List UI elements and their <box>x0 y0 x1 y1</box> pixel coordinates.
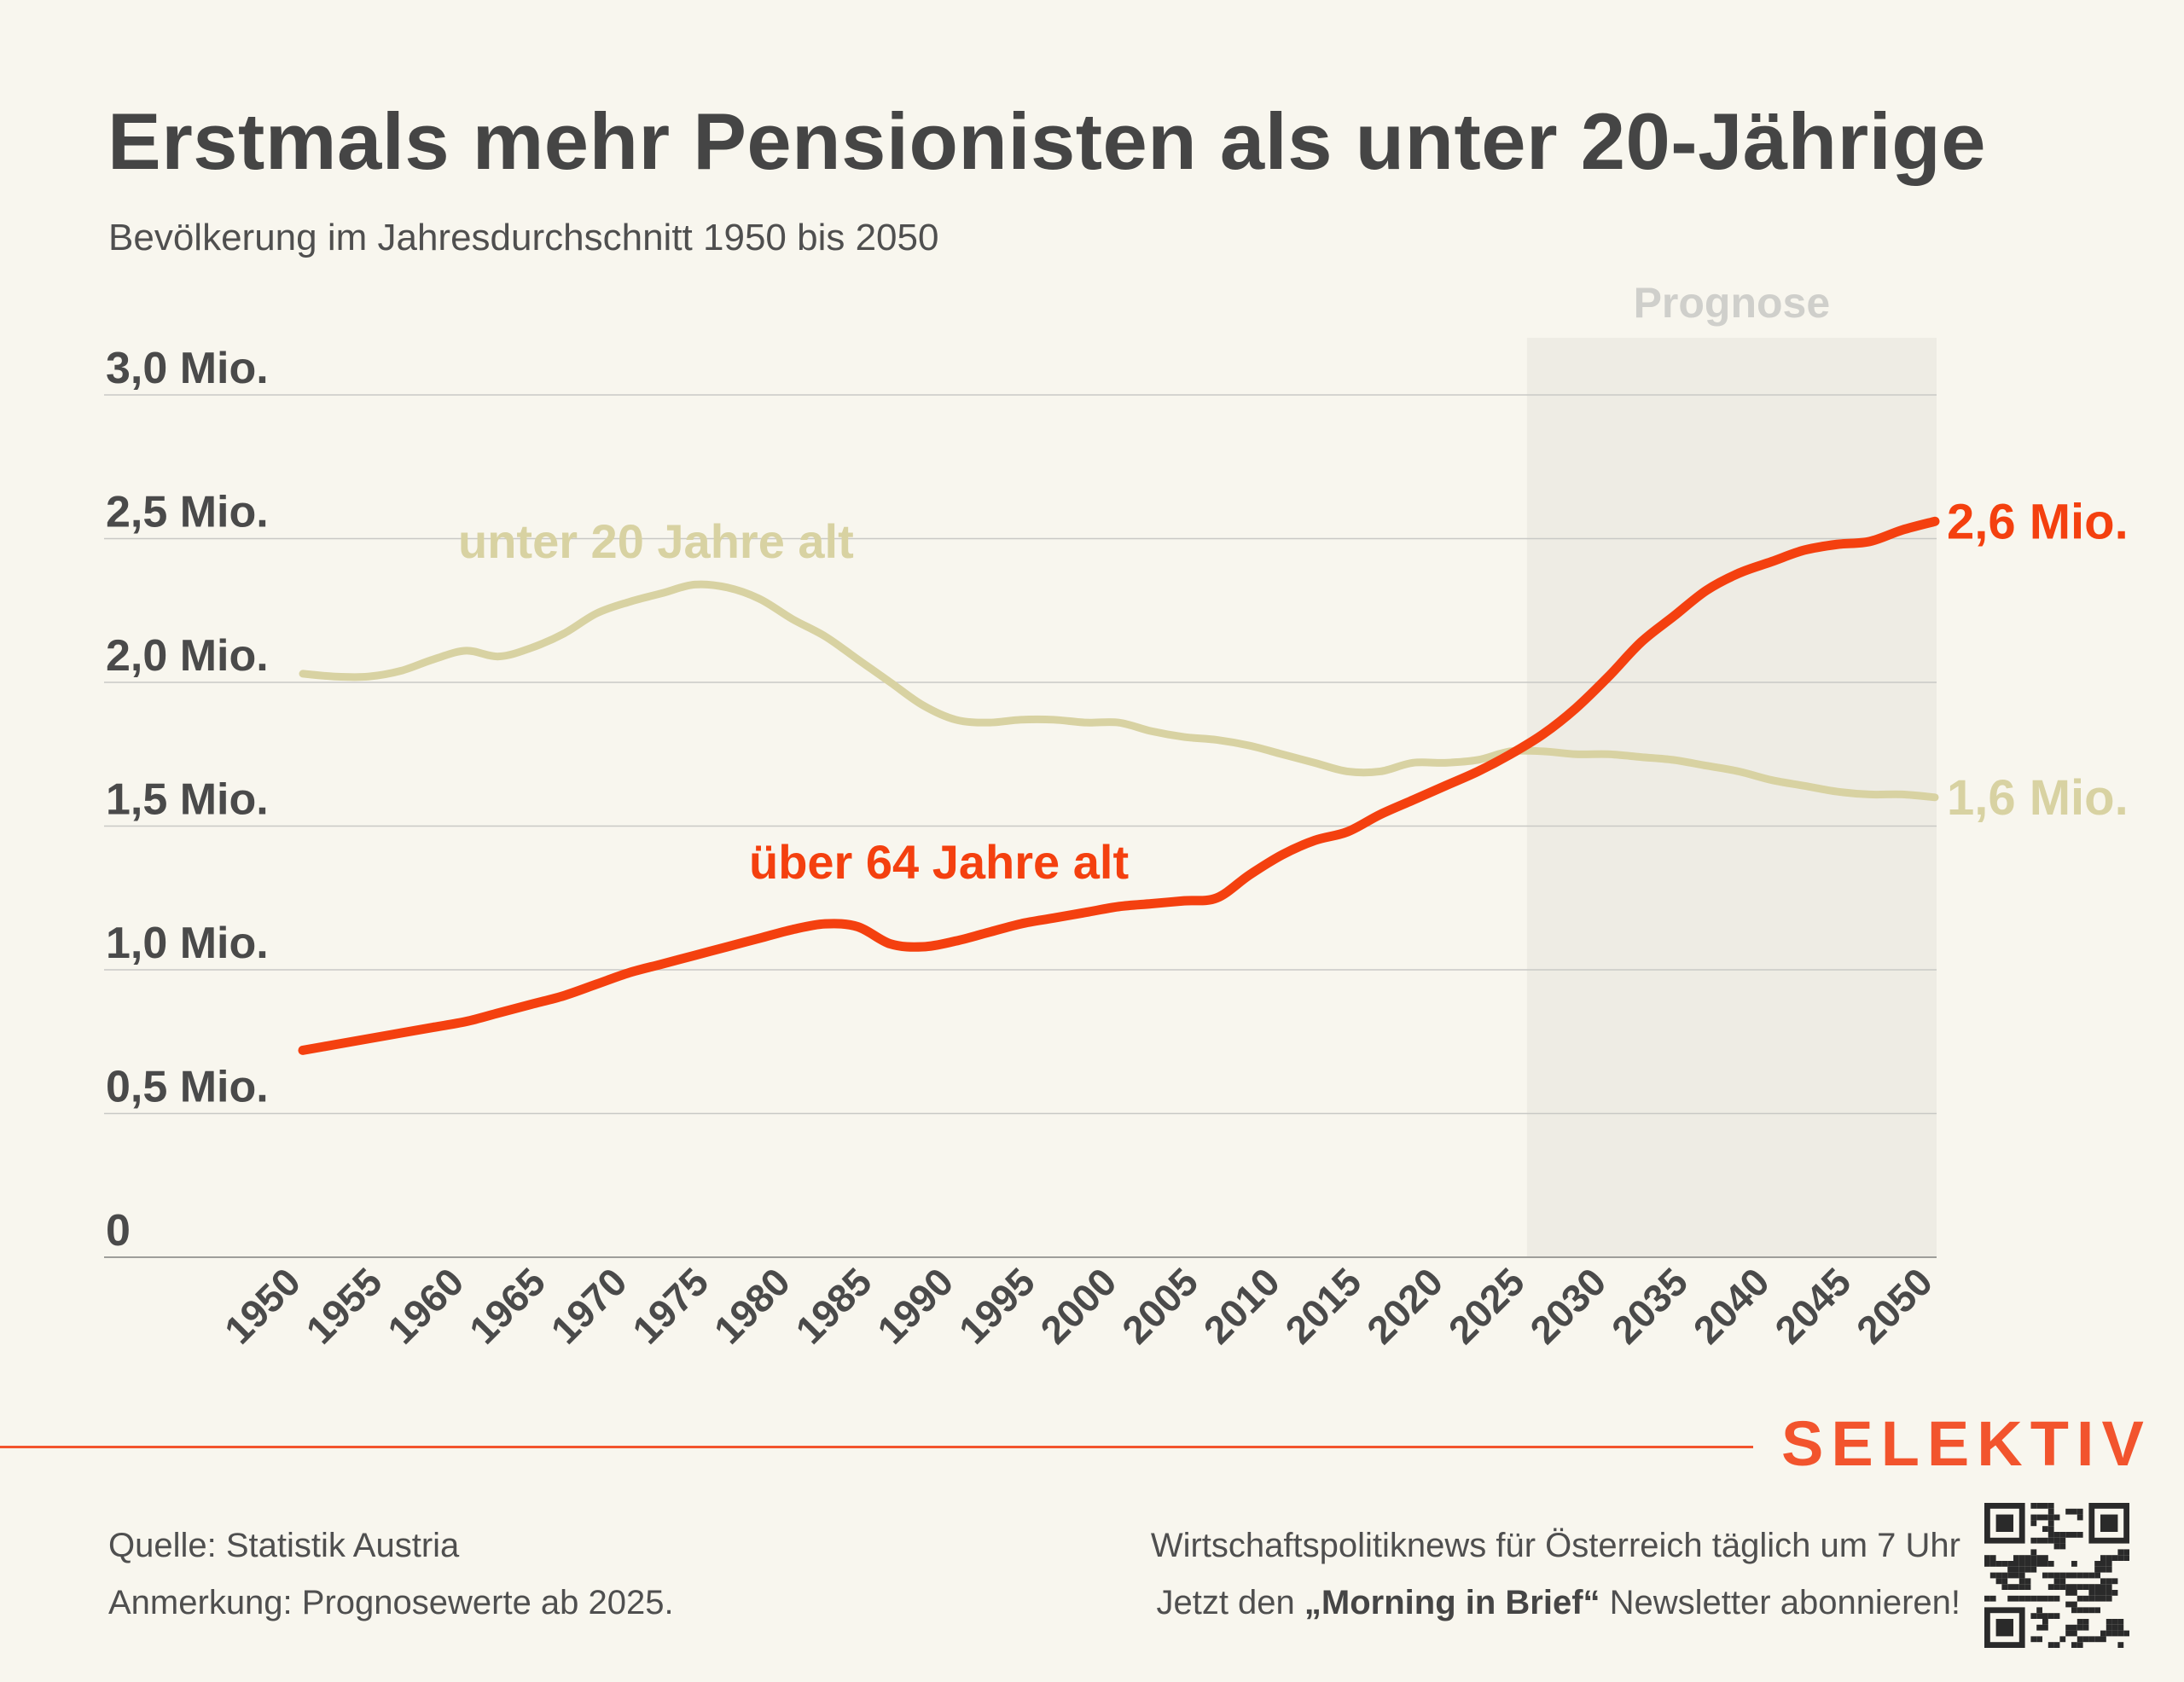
x-tick-label: 1960 <box>379 1259 472 1352</box>
brand-logo: SELEKTIV <box>1781 1408 2152 1479</box>
x-tick-label: 2010 <box>1195 1259 1288 1352</box>
forecast-label: Prognose <box>1634 279 1831 327</box>
y-tick-label: 0,5 Mio. <box>106 1063 269 1112</box>
x-tick-label: 1990 <box>868 1259 961 1352</box>
end-label-under-20: 1,6 Mio. <box>1947 770 2129 826</box>
x-tick-label: 2045 <box>1766 1259 1859 1352</box>
x-tick-label: 1955 <box>298 1259 391 1352</box>
footer-divider <box>0 1446 1753 1448</box>
x-tick-label: 2030 <box>1521 1259 1614 1352</box>
source-note: Quelle: Statistik Austria <box>108 1527 460 1564</box>
series-labels: unter 20 Jahre alt über 64 Jahre alt 2,6 M… <box>458 494 2129 889</box>
series-label-over-64: über 64 Jahre alt <box>749 835 1129 889</box>
y-axis-tick-labels: 0 0,5 Mio. 1,0 Mio. 1,5 Mio. 2,0 Mio. 2,5 Mio… <box>106 344 269 1256</box>
x-axis-tick-labels: 1950195519601965197019751980198519901995… <box>216 1259 1941 1352</box>
chart-subtitle: Bevölkerung im Jahresdurchschnitt 1950 b… <box>108 217 939 258</box>
x-tick-label: 2040 <box>1685 1259 1778 1352</box>
chart-title: Erstmals mehr Pensionisten als unter 20-… <box>107 96 1986 186</box>
y-tick-label: 0 <box>106 1206 131 1256</box>
y-tick-label: 1,0 Mio. <box>106 919 269 968</box>
x-tick-label: 1970 <box>543 1259 636 1352</box>
x-tick-label: 1995 <box>950 1259 1043 1352</box>
y-tick-label: 1,5 Mio. <box>106 775 269 825</box>
y-tick-label: 2,5 Mio. <box>106 488 269 537</box>
series-line-over-64 <box>298 516 1940 1055</box>
cta-newsletter-name: „Morning in Brief“ <box>1304 1584 1600 1621</box>
series-line-under-20 <box>299 580 1939 802</box>
x-tick-label: 2050 <box>1848 1259 1941 1352</box>
newsletter-cta[interactable]: Jetzt den „Morning in Brief“ Newsletter … <box>1156 1584 1960 1622</box>
forecast-note: Anmerkung: Prognosewerte ab 2025. <box>108 1584 674 1621</box>
x-tick-label: 2000 <box>1031 1259 1124 1352</box>
x-tick-label: 1985 <box>787 1259 880 1352</box>
cta-suffix: Newsletter abonnieren! <box>1600 1584 1960 1621</box>
series-lines <box>298 516 1940 1055</box>
y-tick-label: 3,0 Mio. <box>106 344 269 393</box>
series-label-under-20: unter 20 Jahre alt <box>458 514 854 568</box>
x-tick-label: 2025 <box>1440 1259 1533 1352</box>
y-tick-label: 2,0 Mio. <box>106 631 269 681</box>
x-tick-label: 1980 <box>706 1259 799 1352</box>
newsletter-tagline: Wirtschaftspolitiknews für Österreich tä… <box>1150 1527 1960 1564</box>
x-tick-label: 1950 <box>216 1259 309 1352</box>
gridlines <box>104 394 1937 1258</box>
x-tick-label: 2005 <box>1113 1259 1206 1352</box>
x-tick-label: 2015 <box>1276 1259 1369 1352</box>
cta-prefix: Jetzt den <box>1156 1584 1304 1621</box>
qr-code-icon[interactable] <box>1984 1503 2129 1648</box>
x-tick-label: 1975 <box>624 1259 717 1352</box>
end-label-over-64: 2,6 Mio. <box>1947 494 2129 549</box>
x-tick-label: 2035 <box>1603 1259 1696 1352</box>
x-tick-label: 2020 <box>1358 1259 1451 1352</box>
x-tick-label: 1965 <box>461 1259 554 1352</box>
line-chart: Prognose 0 0,5 Mio. 1,0 Mio. 1,5 Mio. 2,0 Mi… <box>104 279 2129 1352</box>
